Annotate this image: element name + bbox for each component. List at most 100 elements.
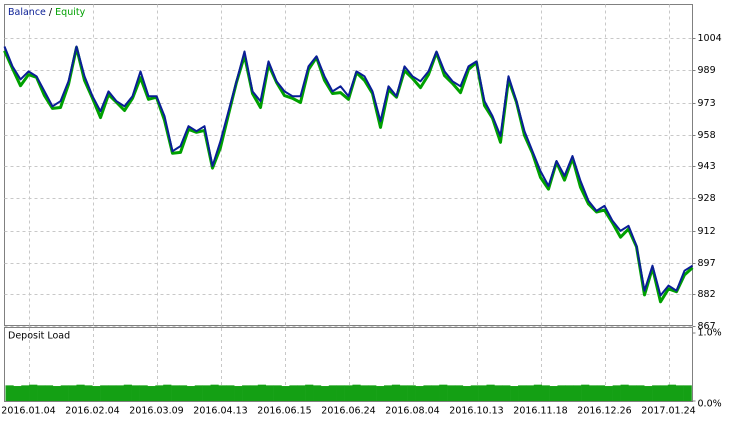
bar [131, 385, 140, 401]
bar [510, 386, 519, 401]
bar [502, 385, 511, 401]
bar [100, 385, 109, 401]
bar [541, 385, 550, 401]
bar [368, 385, 377, 401]
legend-separator: / [49, 7, 53, 18]
y-tick-label: 958 [698, 130, 716, 141]
bar [675, 385, 684, 401]
bar [147, 386, 156, 401]
bar [60, 385, 69, 401]
bar [573, 385, 582, 401]
bar [683, 385, 692, 401]
series-line [3, 46, 694, 304]
bar [470, 385, 479, 401]
bar [281, 386, 290, 401]
x-tick-label: 2016.04.13 [193, 406, 247, 417]
bar [486, 384, 495, 401]
bar [525, 385, 535, 401]
bar [620, 384, 629, 401]
bar [297, 385, 306, 401]
x-tick-label: 2016.02.04 [65, 406, 119, 417]
bar [376, 386, 385, 401]
bar [155, 385, 164, 401]
bar [399, 385, 408, 401]
bar [533, 384, 542, 401]
x-tick-label: 2016.01.04 [1, 406, 55, 417]
bar [518, 385, 527, 401]
bar [21, 385, 30, 401]
bar [423, 385, 432, 401]
y-tick-label: 912 [698, 226, 716, 237]
bar [76, 384, 85, 401]
bar [604, 386, 613, 401]
bar [257, 384, 267, 401]
bar [557, 385, 566, 401]
bar [37, 385, 46, 401]
bar [5, 385, 14, 401]
legend-entry: Equity [55, 7, 85, 18]
bar [249, 385, 259, 401]
bar [226, 385, 235, 401]
bar [115, 385, 125, 401]
bar [565, 385, 574, 401]
bar [218, 385, 227, 401]
bar [29, 384, 38, 401]
legend: Balance / Equity [8, 7, 86, 18]
bar [171, 385, 180, 401]
y-tick-label: 1.0% [698, 328, 722, 339]
y-tick-label: 867 [698, 321, 716, 332]
y-tick-label: 1004 [698, 33, 722, 44]
bar [313, 385, 322, 401]
bar [84, 385, 93, 401]
bar [178, 385, 188, 401]
bar [273, 385, 282, 401]
y-tick-label: 943 [698, 161, 716, 172]
bar [612, 385, 621, 401]
bar [478, 385, 487, 401]
bar [549, 386, 558, 401]
bar [383, 385, 393, 401]
bar [344, 385, 353, 401]
x-tick-label: 2016.12.26 [577, 406, 631, 417]
bar [186, 386, 196, 401]
bar [13, 386, 22, 401]
bar [108, 385, 117, 401]
bar [652, 385, 661, 401]
bar [439, 384, 448, 401]
legend-entry: Balance [8, 7, 46, 18]
bar [644, 386, 653, 401]
bar [194, 385, 203, 401]
bar [667, 384, 677, 401]
bar [352, 384, 361, 401]
bar [242, 385, 251, 401]
x-tick-label: 2016.06.15 [257, 406, 311, 417]
bar [447, 385, 456, 401]
bar [407, 385, 416, 401]
bar [210, 384, 219, 401]
x-tick-label: 2016.10.13 [449, 406, 503, 417]
bar [636, 385, 645, 401]
x-tick-label: 2016.06.24 [321, 406, 375, 417]
bar [265, 385, 274, 401]
bar [163, 384, 172, 401]
bar [454, 385, 464, 401]
bar [305, 384, 314, 401]
x-tick-label: 2016.03.09 [129, 406, 183, 417]
y-tick-label: 0.0% [698, 399, 722, 410]
bar [596, 385, 606, 401]
bar [328, 385, 337, 401]
series-line [3, 45, 694, 297]
bar [139, 385, 148, 401]
bar [628, 385, 637, 401]
y-tick-label: 989 [698, 65, 716, 76]
x-tick-label: 2017.01.24 [641, 406, 695, 417]
x-tick-label: 2016.08.04 [385, 406, 439, 417]
bar [320, 386, 330, 401]
bar [659, 385, 669, 401]
y-tick-label: 928 [698, 193, 716, 204]
bar [391, 384, 401, 401]
bar [123, 384, 132, 401]
bar [431, 385, 440, 401]
y-tick-label: 973 [698, 98, 716, 109]
